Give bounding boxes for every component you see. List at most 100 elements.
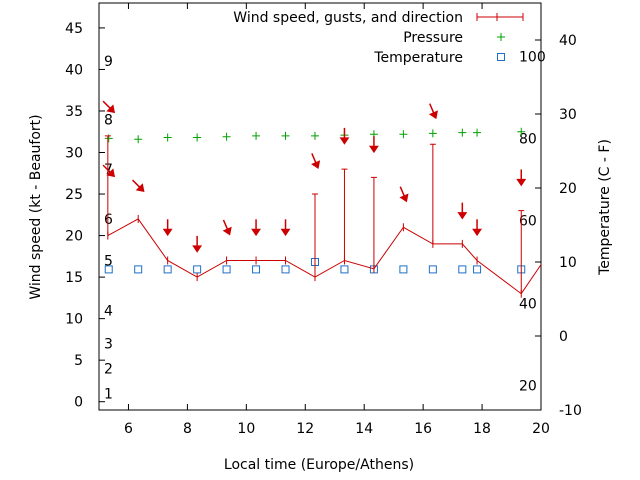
pressure-point bbox=[222, 132, 231, 141]
gust-bar bbox=[370, 176, 377, 269]
wind-direction-arrow bbox=[457, 202, 468, 220]
gust-bar bbox=[311, 193, 318, 278]
legend-label-wind: Wind speed, gusts, and direction bbox=[233, 10, 463, 26]
fahrenheit-label: 100 bbox=[519, 49, 546, 65]
wind-direction-arrow bbox=[102, 100, 116, 114]
y2-tick-label: 30 bbox=[559, 107, 577, 123]
x-tick-label: 16 bbox=[414, 421, 432, 437]
x-tick-label: 10 bbox=[237, 421, 255, 437]
temperature-point bbox=[340, 265, 349, 274]
x-tick-label: 8 bbox=[183, 421, 192, 437]
fahrenheit-label: 60 bbox=[519, 214, 537, 230]
beaufort-label: 2 bbox=[104, 361, 113, 377]
y-tick-label: 10 bbox=[65, 312, 83, 328]
arrow-head bbox=[106, 168, 116, 178]
temperature-point bbox=[458, 265, 467, 274]
wind-direction-arrow bbox=[399, 186, 409, 203]
pressure-point bbox=[473, 128, 482, 137]
temperature-point bbox=[163, 265, 172, 274]
plot-frame bbox=[98, 2, 542, 411]
x-tick-label: 6 bbox=[124, 421, 133, 437]
wind-direction-arrow bbox=[472, 219, 482, 237]
arrow-head bbox=[192, 245, 203, 253]
pressure-point bbox=[252, 131, 261, 140]
wind-speed-line bbox=[107, 218, 542, 295]
x-axis-label: Local time (Europe/Athens) bbox=[224, 457, 414, 473]
wind-direction-arrow bbox=[251, 219, 261, 237]
pressure-point bbox=[310, 131, 319, 140]
arrow-head bbox=[280, 228, 291, 237]
wind-direction-arrow bbox=[280, 219, 291, 237]
legend-swatch-pressure bbox=[497, 33, 505, 41]
temperature-point bbox=[399, 265, 408, 274]
pressure-point bbox=[458, 128, 467, 137]
wind-direction-arrow bbox=[102, 164, 116, 178]
temperature-point bbox=[473, 265, 482, 274]
beaufort-label: 6 bbox=[104, 212, 113, 228]
y2-tick-label: 40 bbox=[559, 33, 577, 49]
gust-bar bbox=[341, 168, 348, 261]
y-tick-label: 20 bbox=[65, 229, 83, 245]
arrow-head bbox=[106, 104, 116, 114]
wind-direction-arrow bbox=[192, 235, 203, 253]
y2-tick-label: 10 bbox=[559, 255, 577, 271]
fahrenheit-label: 80 bbox=[519, 131, 537, 147]
arrow-head bbox=[457, 212, 468, 220]
temperature-point bbox=[428, 265, 437, 274]
wind-direction-arrow bbox=[339, 127, 350, 145]
wind-direction-arrow bbox=[132, 179, 145, 193]
arrow-head bbox=[368, 145, 379, 154]
scale-labels: 12345678920406080100 bbox=[104, 49, 546, 402]
y-tick-label: 30 bbox=[65, 146, 83, 162]
arrow-head bbox=[399, 193, 409, 203]
y-tick-label: 35 bbox=[65, 104, 83, 120]
pressure-point bbox=[281, 131, 290, 140]
y-tick-label: 40 bbox=[65, 62, 83, 78]
wind-direction-arrow bbox=[162, 219, 173, 237]
y-tick-label: 15 bbox=[65, 270, 83, 286]
legend-swatch-wind bbox=[476, 13, 524, 21]
arrow-head bbox=[311, 160, 321, 170]
y2-tick-label: 20 bbox=[559, 181, 577, 197]
y-tick-label: 5 bbox=[74, 353, 83, 369]
y-tick-label: 25 bbox=[65, 187, 83, 203]
pressure-point bbox=[399, 130, 408, 139]
arrow-head bbox=[162, 228, 173, 237]
pressure-point bbox=[428, 129, 437, 138]
arrow-head bbox=[135, 183, 145, 193]
y2-axis-label: Temperature (C - F) bbox=[597, 139, 613, 276]
fahrenheit-label: 20 bbox=[519, 379, 537, 395]
arrow-head bbox=[516, 178, 527, 187]
gust-bar bbox=[429, 143, 436, 244]
wind-direction-arrow bbox=[222, 219, 232, 236]
x-tick-label: 14 bbox=[355, 421, 373, 437]
temperature-point bbox=[281, 265, 290, 274]
temperature-point bbox=[134, 265, 143, 274]
y-axis-label: Wind speed (kt - Beaufort) bbox=[28, 114, 44, 299]
axis-ticks bbox=[99, 3, 542, 411]
beaufort-label: 4 bbox=[104, 303, 113, 319]
legend-swatch-temperature bbox=[497, 53, 505, 61]
x-tick-label: 20 bbox=[532, 421, 550, 437]
plot-border bbox=[98, 2, 542, 411]
x-tick-label: 12 bbox=[296, 421, 314, 437]
x-tick-label: 18 bbox=[473, 421, 491, 437]
gust-bar bbox=[104, 135, 111, 236]
beaufort-label: 3 bbox=[104, 337, 113, 353]
pressure-point bbox=[163, 133, 172, 142]
y-tick-label: 45 bbox=[65, 21, 83, 37]
legend-label-temperature: Temperature bbox=[373, 50, 463, 66]
arrow-head bbox=[339, 137, 350, 145]
legend: Wind speed, gusts, and direction Pressur… bbox=[233, 10, 524, 66]
pressure-point bbox=[193, 133, 202, 142]
wind-direction-arrow bbox=[428, 103, 438, 120]
beaufort-label: 8 bbox=[104, 112, 113, 128]
gust-bar bbox=[518, 210, 525, 294]
legend-label-pressure: Pressure bbox=[403, 30, 463, 46]
beaufort-label: 5 bbox=[104, 253, 113, 269]
axis-tick-labels: 6 8 10 12 14 16 18 20051015202530354045-1001020… bbox=[65, 21, 582, 437]
arrow-head bbox=[472, 228, 482, 237]
beaufort-label: 1 bbox=[104, 386, 113, 402]
y2-tick-label: -10 bbox=[559, 403, 582, 419]
